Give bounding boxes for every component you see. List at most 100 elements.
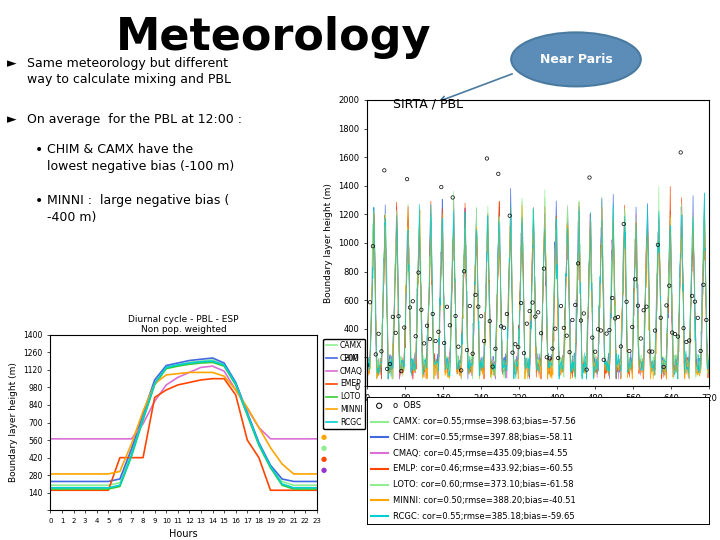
Text: Meteorology: Meteorology xyxy=(116,16,431,59)
Point xyxy=(438,339,450,347)
Point xyxy=(672,332,683,341)
Point xyxy=(387,313,399,321)
X-axis label: Hours since 20090225 00:00 UT: Hours since 20090225 00:00 UT xyxy=(460,408,616,418)
Point xyxy=(475,312,487,321)
Point xyxy=(370,350,382,359)
Point xyxy=(407,297,418,306)
Point xyxy=(467,349,478,358)
Point xyxy=(629,275,641,284)
Point xyxy=(469,291,481,299)
Point xyxy=(364,298,376,307)
Point xyxy=(664,281,675,290)
Point xyxy=(390,328,402,337)
Point xyxy=(572,259,584,268)
Point xyxy=(635,334,647,343)
Text: MINNI: cor=0.50;rmse=388.20;bias=-40.51: MINNI: cor=0.50;rmse=388.20;bias=-40.51 xyxy=(393,496,575,505)
Point xyxy=(552,354,564,362)
Point xyxy=(393,312,405,321)
Point xyxy=(561,332,572,340)
Point xyxy=(507,348,518,357)
Point xyxy=(655,313,667,322)
Point xyxy=(421,321,433,330)
Point xyxy=(444,321,456,329)
Point xyxy=(379,166,390,174)
Point xyxy=(498,323,510,332)
Y-axis label: Boundary layer height (m): Boundary layer height (m) xyxy=(9,363,18,482)
Point xyxy=(675,148,686,157)
Point xyxy=(689,298,701,306)
Text: CHIM & CAMX have the
lowest negative bias (-100 m): CHIM & CAMX have the lowest negative bia… xyxy=(47,143,234,173)
Point xyxy=(413,268,424,277)
Point xyxy=(695,347,706,355)
Point xyxy=(564,348,575,356)
Point xyxy=(401,175,413,184)
Point xyxy=(638,306,649,314)
Text: •: • xyxy=(35,194,42,208)
Point xyxy=(698,280,709,289)
Text: ●: ● xyxy=(320,445,327,451)
Point xyxy=(609,314,621,323)
Point xyxy=(424,335,436,343)
Text: EMLP: cor=0.46;rmse=433.92;bias=-60.55: EMLP: cor=0.46;rmse=433.92;bias=-60.55 xyxy=(393,464,573,474)
Point xyxy=(447,193,459,202)
Point xyxy=(415,306,427,314)
X-axis label: Hours: Hours xyxy=(169,530,198,539)
Point xyxy=(598,355,610,364)
Point xyxy=(578,309,590,318)
Point xyxy=(570,301,581,309)
Point xyxy=(487,362,498,371)
Point xyxy=(374,401,385,410)
Point xyxy=(587,333,598,342)
Point xyxy=(624,347,635,355)
Point xyxy=(606,294,618,302)
Y-axis label: Boundary layer height (m): Boundary layer height (m) xyxy=(324,183,333,303)
Point xyxy=(595,326,607,335)
Text: ►: ► xyxy=(7,113,17,126)
Point xyxy=(361,361,373,369)
Point xyxy=(376,347,387,356)
Point xyxy=(481,154,492,163)
Ellipse shape xyxy=(511,32,641,86)
Point xyxy=(530,312,541,321)
Point xyxy=(584,173,595,182)
Point xyxy=(644,347,655,356)
Title: Diurnal cycle - PBL - ESP
Non pop. weighted: Diurnal cycle - PBL - ESP Non pop. weigh… xyxy=(128,315,239,334)
Point xyxy=(621,298,632,306)
Text: ●: ● xyxy=(320,456,327,462)
Point xyxy=(603,326,615,334)
Point xyxy=(404,303,415,312)
Point xyxy=(484,317,495,326)
Text: Same meteorology but different
way to calculate mixing and PBL: Same meteorology but different way to ca… xyxy=(27,57,231,86)
Point xyxy=(495,322,507,330)
Point xyxy=(410,332,421,341)
Point xyxy=(701,316,712,325)
Text: On average  for the PBL at 12:00 :: On average for the PBL at 12:00 : xyxy=(27,113,243,126)
Text: MINNI :  large negative bias (
-400 m): MINNI : large negative bias ( -400 m) xyxy=(47,194,229,224)
Text: RCGC: cor=0.55;rmse=385.18;bias=-59.65: RCGC: cor=0.55;rmse=385.18;bias=-59.65 xyxy=(393,512,575,521)
Point xyxy=(441,302,453,311)
Point xyxy=(692,314,703,322)
Point xyxy=(492,170,504,178)
Point xyxy=(453,342,464,351)
Point xyxy=(450,312,462,320)
Point xyxy=(615,342,626,351)
Text: ●: ● xyxy=(320,434,327,441)
Text: Near Paris: Near Paris xyxy=(539,53,613,66)
Point xyxy=(490,345,501,353)
Text: o  OBS: o OBS xyxy=(393,401,421,410)
Point xyxy=(373,329,384,338)
Point xyxy=(521,319,533,328)
Point xyxy=(430,337,441,346)
Point xyxy=(478,337,490,346)
Point xyxy=(546,345,558,353)
Text: CHIM: cor=0.55;rmse=397.88;bias=-58.11: CHIM: cor=0.55;rmse=397.88;bias=-58.11 xyxy=(393,433,573,442)
Text: LOTO: cor=0.60;rmse=373.10;bias=-61.58: LOTO: cor=0.60;rmse=373.10;bias=-61.58 xyxy=(393,480,573,489)
Point xyxy=(626,323,638,332)
Text: •: • xyxy=(35,143,42,157)
Point xyxy=(661,301,672,310)
Point xyxy=(549,325,561,333)
Point xyxy=(618,220,629,228)
Point xyxy=(590,347,601,356)
Point xyxy=(504,211,516,220)
Point xyxy=(652,240,664,249)
